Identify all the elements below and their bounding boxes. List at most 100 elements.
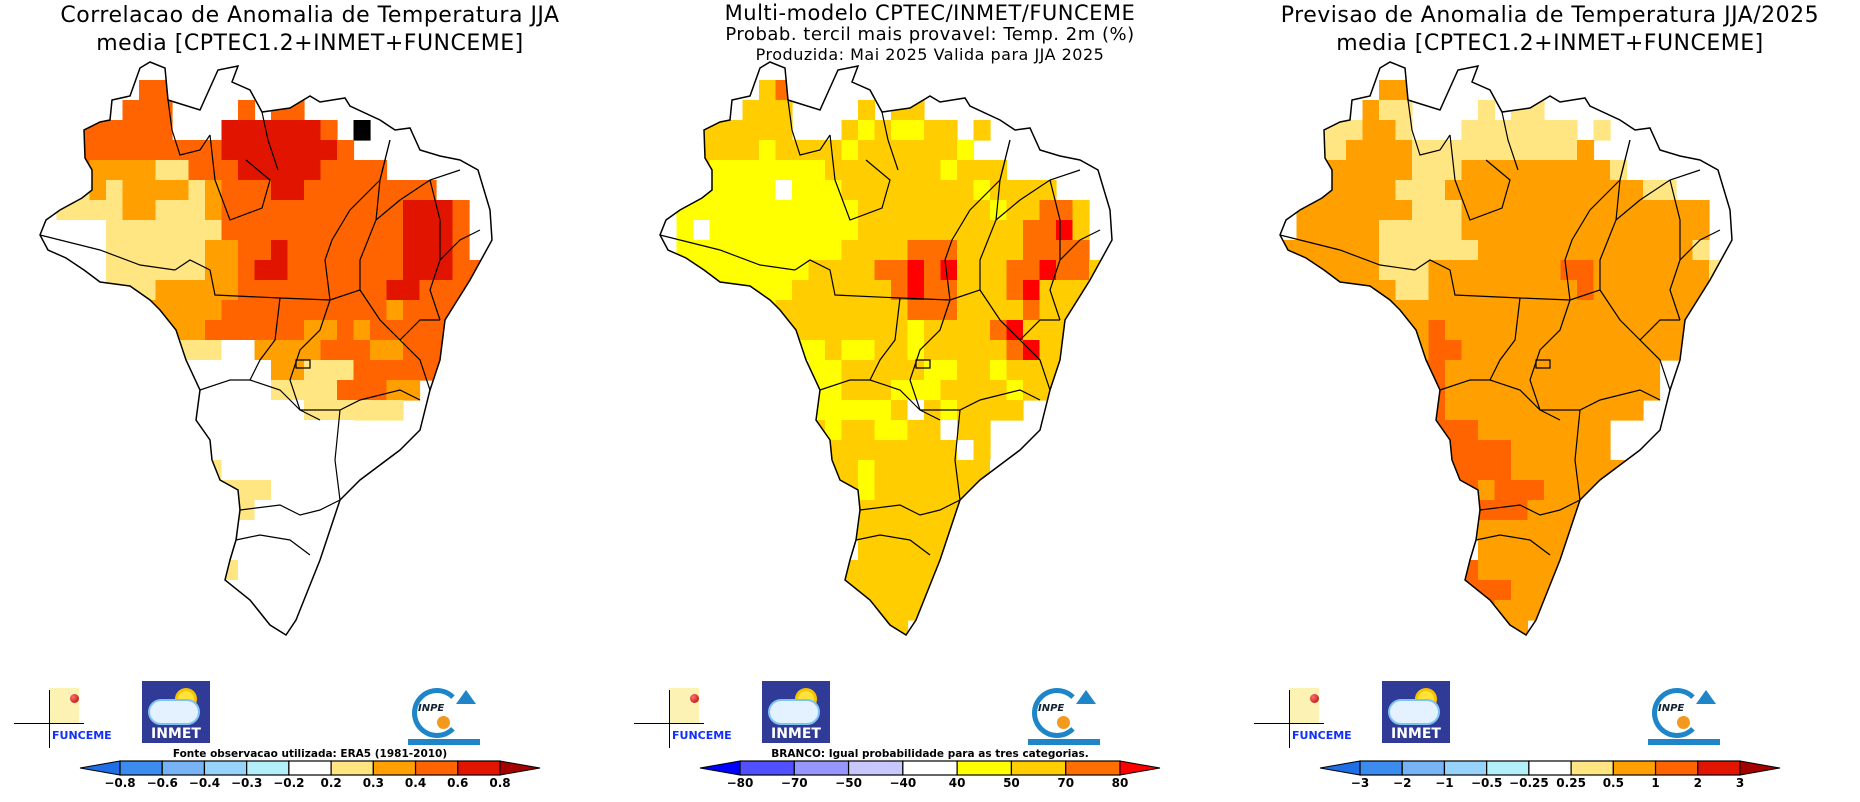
map-grid-cell bbox=[858, 520, 876, 541]
map-grid-cell bbox=[1362, 100, 1380, 121]
map-grid-cell bbox=[1072, 320, 1090, 341]
title-line-2: media [CPTEC1.2+INMET+FUNCEME] bbox=[1336, 31, 1764, 56]
map-grid-cell bbox=[808, 200, 826, 221]
map-grid-cell bbox=[742, 140, 760, 161]
map-grid-cell bbox=[709, 260, 727, 281]
map-grid-cell bbox=[1692, 320, 1710, 341]
map-grid-cell bbox=[304, 200, 322, 221]
map-grid-cell bbox=[271, 480, 289, 501]
map-grid-cell bbox=[337, 360, 355, 381]
map-grid-cell bbox=[73, 200, 91, 221]
state-border bbox=[249, 379, 301, 411]
map-grid-cell bbox=[1023, 360, 1041, 381]
map-grid-cell bbox=[1346, 120, 1364, 141]
map-grid-cell bbox=[1527, 580, 1545, 601]
map-grid-cell bbox=[1725, 260, 1732, 281]
map-grid-cell bbox=[874, 480, 892, 501]
map-grid-cell bbox=[891, 180, 909, 201]
map-grid-cell bbox=[106, 160, 124, 181]
map-grid-cell bbox=[907, 340, 925, 361]
map-grid-cell bbox=[973, 440, 991, 461]
map-grid-cell bbox=[1445, 420, 1463, 441]
map-grid-cell bbox=[188, 520, 206, 541]
map-grid-cell bbox=[238, 400, 256, 421]
map-grid-cell bbox=[907, 400, 925, 421]
map-grid-cell bbox=[1412, 360, 1430, 381]
map-grid-cell bbox=[139, 320, 157, 341]
map-grid-cell bbox=[1412, 440, 1430, 461]
state-border bbox=[995, 169, 1081, 221]
map-grid-cell bbox=[122, 260, 140, 281]
map-grid-cell bbox=[940, 160, 958, 181]
map-grid-cell bbox=[1560, 140, 1578, 161]
map-grid-cell bbox=[188, 500, 206, 521]
map-grid-cell bbox=[973, 420, 991, 441]
map-grid-cell bbox=[205, 600, 223, 621]
map-grid-cell bbox=[205, 180, 223, 201]
map-grid-cell bbox=[56, 220, 74, 241]
map-grid-cell bbox=[238, 220, 256, 241]
map-grid-cell bbox=[188, 580, 206, 601]
map-grid-cell bbox=[1511, 340, 1529, 361]
map-grid-cell bbox=[304, 500, 322, 521]
state-border bbox=[1535, 359, 1551, 369]
map-grid-cell bbox=[1560, 320, 1578, 341]
map-grid-cell bbox=[1511, 320, 1529, 341]
state-border bbox=[859, 499, 961, 516]
map-grid-cell bbox=[1494, 440, 1512, 461]
map-grid-cell bbox=[891, 520, 909, 541]
map-grid-cell bbox=[891, 540, 909, 561]
map-grid-cell bbox=[370, 280, 388, 301]
map-grid-cell bbox=[1511, 200, 1529, 221]
map-grid-cell bbox=[106, 120, 124, 141]
map-grid-cell bbox=[973, 180, 991, 201]
map-grid-cell bbox=[1544, 440, 1562, 461]
map-grid-cell bbox=[841, 340, 859, 361]
map-grid-cell bbox=[973, 260, 991, 281]
map-grid-cell bbox=[271, 440, 289, 461]
map-grid-cell bbox=[676, 260, 694, 281]
map-grid-cell bbox=[1511, 280, 1529, 301]
map-grid-cell bbox=[1527, 400, 1545, 421]
map-grid-cell bbox=[973, 460, 991, 481]
map-grid-cell bbox=[808, 220, 826, 241]
map-grid-cell bbox=[1039, 240, 1057, 261]
map-grid-cell bbox=[1593, 460, 1611, 481]
map-grid-cell bbox=[1478, 280, 1496, 301]
map-grid-cell bbox=[1626, 360, 1644, 381]
map-grid-cell bbox=[1296, 260, 1314, 281]
map-grid-cell bbox=[403, 200, 421, 221]
map-grid-cell bbox=[1395, 240, 1413, 261]
map-grid-cell bbox=[1544, 360, 1562, 381]
map-grid-cell bbox=[1362, 260, 1380, 281]
map-grid-cell bbox=[792, 360, 810, 381]
map-grid-cell bbox=[1593, 280, 1611, 301]
map-grid-cell bbox=[254, 440, 272, 461]
funceme-logo: FUNCEME bbox=[1254, 678, 1352, 748]
map-grid-cell bbox=[1346, 320, 1364, 341]
map-grid-cell bbox=[271, 320, 289, 341]
map-grid-cell bbox=[709, 220, 727, 241]
state-border bbox=[1639, 319, 1680, 341]
map-grid-cell bbox=[940, 480, 958, 501]
map-grid-cell bbox=[858, 320, 876, 341]
map-grid-cell bbox=[370, 240, 388, 261]
map-grid-cell bbox=[1006, 360, 1024, 381]
map-grid-cell bbox=[1692, 340, 1710, 361]
map-grid-cell bbox=[139, 400, 157, 421]
cloud-icon bbox=[768, 699, 820, 725]
map-grid-cell bbox=[1039, 200, 1057, 221]
map-grid-cell bbox=[386, 200, 404, 221]
map-grid-cell bbox=[742, 260, 760, 281]
cloud-icon bbox=[1388, 699, 1440, 725]
map-grid-cell bbox=[808, 540, 826, 561]
map-grid-cell bbox=[1329, 160, 1347, 181]
inmet-logo-text: INMET bbox=[1391, 726, 1441, 742]
map-grid-cell bbox=[1527, 280, 1545, 301]
state-border bbox=[1574, 409, 1581, 501]
map-grid-cell bbox=[742, 160, 760, 181]
map-grid-cell bbox=[775, 340, 793, 361]
map-grid-cell bbox=[254, 560, 272, 581]
map-grid-cell bbox=[1445, 560, 1463, 581]
state-border bbox=[1279, 234, 1416, 271]
